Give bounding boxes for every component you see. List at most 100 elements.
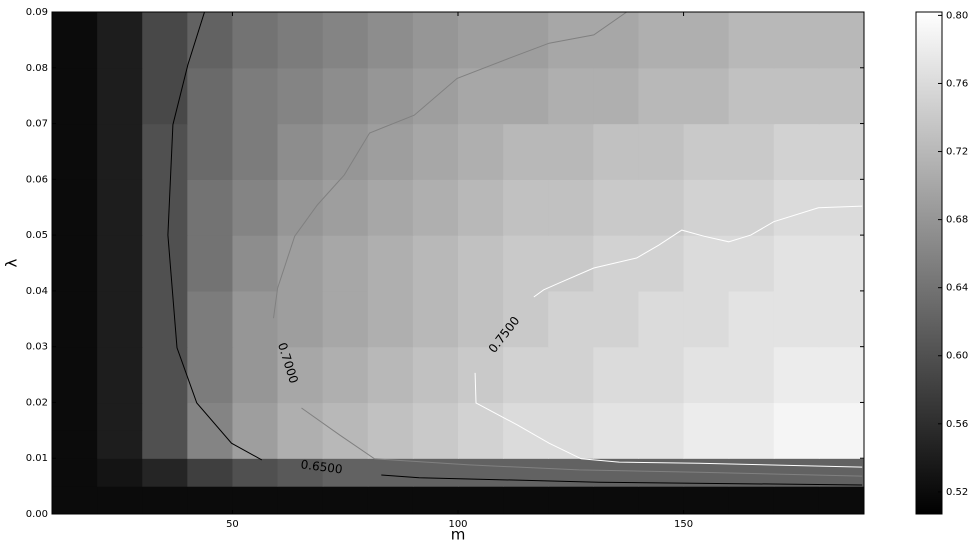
heat-cell — [277, 402, 324, 431]
heat-cell — [277, 290, 324, 348]
heat-cell — [683, 430, 730, 459]
heat-cell — [232, 430, 279, 459]
heat-cell — [728, 12, 775, 69]
heat-cell — [142, 123, 188, 180]
heat-cell — [458, 235, 504, 292]
heat-cell — [818, 235, 864, 292]
heat-cell — [322, 430, 369, 459]
colorbar-tick-label: 0.68 — [946, 215, 968, 226]
heat-cell — [458, 123, 504, 180]
heat-cell — [503, 235, 549, 292]
heat-cell — [818, 430, 864, 459]
heat-cell — [548, 179, 594, 236]
heat-cell — [412, 12, 459, 69]
heat-cell — [97, 235, 143, 292]
heat-cell — [458, 486, 504, 514]
heat-cell — [97, 12, 143, 69]
heat-cell — [818, 123, 864, 180]
heat-cell — [322, 123, 369, 180]
heat-cell — [728, 430, 775, 459]
heat-cell — [818, 67, 864, 125]
y-tick-label: 0.06 — [26, 174, 48, 185]
contour-line — [273, 12, 863, 477]
heat-cell — [548, 235, 594, 292]
heat-cell — [322, 235, 369, 292]
heat-cell — [728, 458, 775, 487]
heat-cell — [818, 458, 864, 487]
heat-cell — [52, 346, 98, 404]
heat-cell — [412, 235, 459, 292]
heat-cell — [412, 67, 459, 125]
heat-cell — [367, 402, 414, 431]
heat-cell — [773, 458, 820, 487]
heat-cell — [818, 486, 864, 514]
heat-cell — [548, 290, 594, 348]
heat-cell — [142, 458, 188, 487]
heat-cell — [232, 346, 279, 404]
heat-cell — [187, 402, 234, 431]
heat-cell — [187, 486, 234, 514]
heat-cell — [97, 290, 143, 348]
heat-cell — [773, 402, 820, 431]
heat-cell — [503, 123, 549, 180]
heat-cell — [503, 346, 549, 404]
heat-cell — [503, 12, 549, 69]
heat-cell — [142, 346, 188, 404]
heat-cell — [458, 67, 504, 125]
heat-cell — [773, 430, 820, 459]
heat-cell — [232, 486, 279, 514]
heat-cell — [97, 402, 143, 431]
heat-cell — [503, 402, 549, 431]
heat-cell — [97, 486, 143, 514]
colorbar-tick-label: 0.72 — [946, 147, 968, 158]
heat-cell — [503, 179, 549, 236]
colorbar-tick-label: 0.56 — [946, 419, 968, 430]
heat-cell — [773, 179, 820, 236]
heat-cell — [97, 346, 143, 404]
heat-cell — [97, 67, 143, 125]
heat-cell — [322, 402, 369, 431]
heat-cell — [683, 179, 730, 236]
heat-cell — [52, 179, 98, 236]
heat-cell — [367, 458, 414, 487]
heat-cell — [232, 235, 279, 292]
heat-cell — [52, 123, 98, 180]
heat-cell — [773, 235, 820, 292]
heat-cell — [683, 123, 730, 180]
contour-label: 0.6500 — [300, 457, 343, 476]
heat-cell — [232, 290, 279, 348]
heat-cell — [187, 346, 234, 404]
heat-cell — [818, 402, 864, 431]
heat-cell — [548, 12, 594, 69]
heat-cell — [548, 67, 594, 125]
heat-cell — [52, 430, 98, 459]
heat-cell — [458, 458, 504, 487]
heat-cell — [187, 12, 234, 69]
y-tick-label: 0.04 — [26, 286, 48, 297]
heat-cell — [458, 430, 504, 459]
heat-cell — [142, 486, 188, 514]
heat-cell — [52, 12, 98, 69]
heat-cell — [232, 402, 279, 431]
heat-cell — [458, 290, 504, 348]
heat-cell — [232, 12, 279, 69]
heat-cell — [638, 346, 685, 404]
heat-cell — [412, 290, 459, 348]
colorbar — [915, 11, 943, 515]
heat-cell — [728, 346, 775, 404]
heat-cell — [187, 235, 234, 292]
heat-cell — [52, 402, 98, 431]
heat-cell — [187, 67, 234, 125]
heat-cell — [773, 67, 820, 125]
heat-cell — [773, 346, 820, 404]
heat-cell — [548, 486, 594, 514]
heat-cell — [683, 290, 730, 348]
heat-cell — [232, 179, 279, 236]
y-tick-label: 0.00 — [26, 509, 48, 520]
heat-cell — [683, 486, 730, 514]
heat-cell — [412, 123, 459, 180]
heat-cell — [728, 486, 775, 514]
heat-cell — [52, 67, 98, 125]
heatmap — [52, 12, 864, 514]
heat-cell — [367, 12, 414, 69]
